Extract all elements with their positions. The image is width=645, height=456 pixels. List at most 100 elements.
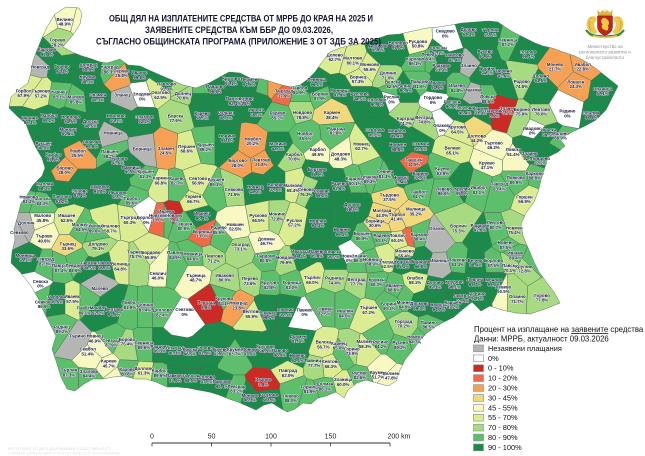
svg-text:41.4%: 41.4% [391, 217, 404, 222]
svg-text:Долтово: Долтово [369, 43, 388, 48]
svg-text:Карево: Карево [101, 359, 117, 364]
svg-text:55 - 70%: 55 - 70% [488, 413, 518, 422]
svg-text:92.1%: 92.1% [291, 358, 304, 363]
svg-text:Малево: Малево [68, 95, 85, 100]
svg-text:92.2%: 92.2% [92, 311, 105, 316]
svg-text:69.0%: 69.0% [306, 280, 319, 285]
svg-text:89.6%: 89.6% [154, 373, 167, 378]
svg-text:Малмен: Малмен [356, 339, 374, 344]
svg-text:96.1%: 96.1% [316, 193, 329, 198]
svg-text:99.3%: 99.3% [413, 306, 426, 311]
svg-text:Горево: Горево [50, 38, 66, 43]
svg-text:97.5%: 97.5% [47, 157, 60, 162]
svg-text:Опаница: Опаница [593, 86, 613, 91]
svg-text:85.7%: 85.7% [271, 115, 284, 120]
svg-text:90.5%: 90.5% [400, 88, 413, 93]
svg-text:91.9%: 91.9% [431, 85, 444, 90]
svg-text:Новлово: Новлово [107, 114, 127, 119]
svg-text:95.8%: 95.8% [311, 254, 324, 259]
svg-text:Злалово: Злалово [368, 97, 387, 102]
svg-text:ГЛАВНА ДИРЕКЦИЯ СТРАТЕГИЧЕСКО: ГЛАВНА ДИРЕКЦИЯ СТРАТЕГИЧЕСКО ПЛАНИРАНЕ [8, 452, 120, 456]
svg-text:Радево: Радево [211, 225, 227, 230]
svg-text:24.6%: 24.6% [160, 151, 173, 156]
svg-text:Павска: Павска [502, 263, 518, 268]
svg-text:33.6%: 33.6% [61, 246, 74, 251]
svg-text:Иванец: Иванец [194, 211, 210, 216]
svg-text:79.1%: 79.1% [92, 246, 105, 251]
svg-text:57.2%: 57.2% [288, 223, 301, 228]
svg-text:Зламен: Зламен [158, 146, 175, 151]
svg-text:86.5%: 86.5% [422, 325, 435, 330]
svg-text:93.1%: 93.1% [225, 81, 238, 86]
svg-text:Ловбол: Ловбол [122, 300, 139, 305]
svg-text:66.8%: 66.8% [155, 180, 168, 185]
svg-text:80.8%: 80.8% [260, 258, 273, 263]
svg-text:70.2%: 70.2% [397, 324, 410, 329]
svg-text:83.7%: 83.7% [229, 352, 242, 357]
svg-text:73.9%: 73.9% [346, 351, 359, 356]
svg-text:86.6%: 86.6% [38, 304, 51, 309]
svg-text:Ивамен: Ивамен [386, 283, 403, 288]
svg-text:Велтово: Велтово [105, 307, 124, 312]
svg-text:Иваково: Иваково [464, 88, 483, 93]
svg-text:77.7%: 77.7% [308, 363, 321, 368]
svg-text:Круево: Круево [212, 347, 228, 352]
svg-text:Новдово: Новдово [293, 110, 313, 115]
svg-text:92.6%: 92.6% [414, 176, 427, 181]
svg-text:Долмен: Долмен [258, 236, 275, 241]
svg-text:89.2%: 89.2% [56, 329, 69, 334]
svg-text:83.4%: 83.4% [451, 262, 464, 267]
svg-text:Долово: Долово [427, 280, 444, 285]
svg-text:0%: 0% [301, 312, 307, 317]
svg-text:Новница: Новница [363, 257, 383, 262]
svg-text:Търлич: Търлич [482, 28, 499, 33]
svg-text:Монница: Монница [330, 88, 350, 93]
svg-text:Търнец: Търнец [60, 241, 77, 246]
svg-text:Търград: Търград [275, 89, 294, 94]
svg-text:73.6%: 73.6% [244, 281, 257, 286]
svg-text:74.4%: 74.4% [328, 280, 341, 285]
svg-text:92.8%: 92.8% [269, 187, 282, 192]
svg-text:96.8%: 96.8% [415, 264, 428, 269]
svg-text:Павево: Павево [297, 307, 313, 312]
svg-text:Долино: Долино [137, 303, 154, 308]
svg-text:Търтово: Търтово [484, 140, 503, 145]
svg-text:49.7%: 49.7% [260, 241, 273, 246]
svg-text:Горград: Горград [395, 319, 413, 324]
svg-text:89.2%: 89.2% [394, 345, 407, 350]
svg-text:Борлово: Борлово [137, 215, 156, 220]
svg-text:Севлово: Севлово [86, 224, 105, 229]
svg-text:88.5%: 88.5% [69, 268, 82, 273]
svg-text:Иваево: Иваево [507, 251, 523, 256]
svg-text:44.0%: 44.0% [376, 213, 389, 218]
svg-text:85.9%: 85.9% [213, 230, 226, 235]
svg-text:Долово: Долово [344, 202, 361, 207]
svg-text:Борино: Борино [479, 66, 496, 71]
svg-text:Карево: Карево [169, 176, 185, 181]
svg-text:Долград: Долград [79, 62, 97, 67]
svg-text:Павбол: Павбол [291, 85, 308, 90]
svg-text:Крушен: Крушен [197, 142, 214, 147]
svg-text:84.5%: 84.5% [75, 227, 88, 232]
svg-text:47.1%: 47.1% [481, 165, 494, 170]
svg-text:Борлово: Борлово [484, 258, 503, 263]
svg-text:96.3%: 96.3% [263, 397, 276, 402]
svg-text:Доллич: Доллич [18, 221, 35, 226]
svg-text:Министерство на: Министерство на [587, 44, 623, 49]
svg-text:87.3%: 87.3% [39, 261, 52, 266]
svg-text:84.7%: 84.7% [412, 194, 425, 199]
svg-text:0%: 0% [564, 113, 570, 118]
svg-text:Павбол: Павбол [77, 306, 94, 311]
svg-text:88.8%: 88.8% [528, 176, 541, 181]
svg-text:92.5%: 92.5% [523, 156, 536, 161]
svg-text:84.4%: 84.4% [83, 374, 96, 379]
svg-text:Новска: Новска [393, 175, 409, 180]
svg-text:91.5%: 91.5% [534, 78, 547, 83]
svg-text:Иваово: Иваово [131, 70, 148, 75]
svg-text:Левград: Левград [454, 294, 472, 299]
svg-text:64.5%: 64.5% [451, 129, 464, 134]
svg-text:Севска: Севска [33, 279, 49, 284]
svg-text:Павево: Павево [309, 249, 325, 254]
svg-text:46.0%: 46.0% [152, 276, 165, 281]
svg-text:ИЗГОТВИЛ ОТДЕЛ ДЪРЖАВНА СОБСТВ: ИЗГОТВИЛ ОТДЕЛ ДЪРЖАВНА СОБСТВЕНОСТ [8, 447, 111, 451]
